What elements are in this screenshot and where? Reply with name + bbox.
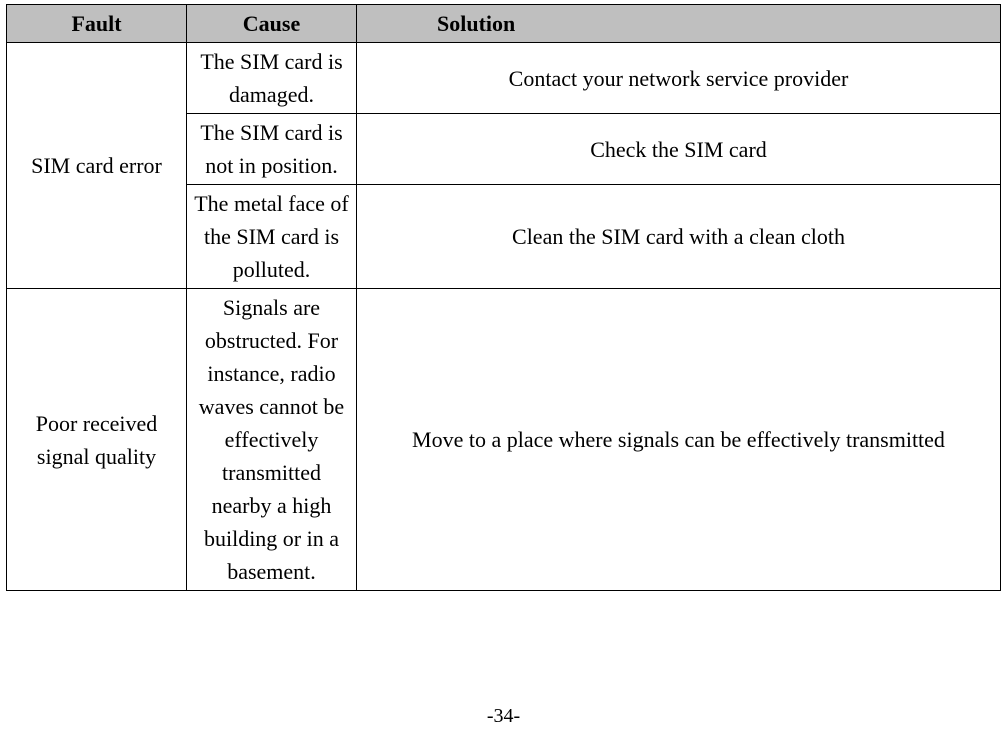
cell-cause: The SIM card is damaged. bbox=[187, 43, 357, 114]
table-row: Poor received signal quality Signals are… bbox=[7, 289, 1001, 591]
col-header-solution: Solution bbox=[357, 5, 1001, 43]
col-header-cause: Cause bbox=[187, 5, 357, 43]
cell-solution: Move to a place where signals can be eff… bbox=[357, 289, 1001, 591]
cell-cause: Signals are obstructed. For instance, ra… bbox=[187, 289, 357, 591]
page: Fault Cause Solution SIM card error The … bbox=[0, 0, 1007, 740]
cell-solution: Clean the SIM card with a clean cloth bbox=[357, 185, 1001, 289]
cell-fault: SIM card error bbox=[7, 43, 187, 289]
cell-solution: Check the SIM card bbox=[357, 114, 1001, 185]
cell-solution: Contact your network service provider bbox=[357, 43, 1001, 114]
cell-fault: Poor received signal quality bbox=[7, 289, 187, 591]
troubleshooting-table: Fault Cause Solution SIM card error The … bbox=[6, 4, 1001, 591]
table-header-row: Fault Cause Solution bbox=[7, 5, 1001, 43]
cell-cause: The SIM card is not in position. bbox=[187, 114, 357, 185]
cell-cause: The metal face of the SIM card is pollut… bbox=[187, 185, 357, 289]
page-number: -34- bbox=[0, 705, 1007, 728]
table-row: SIM card error The SIM card is damaged. … bbox=[7, 43, 1001, 114]
col-header-fault: Fault bbox=[7, 5, 187, 43]
